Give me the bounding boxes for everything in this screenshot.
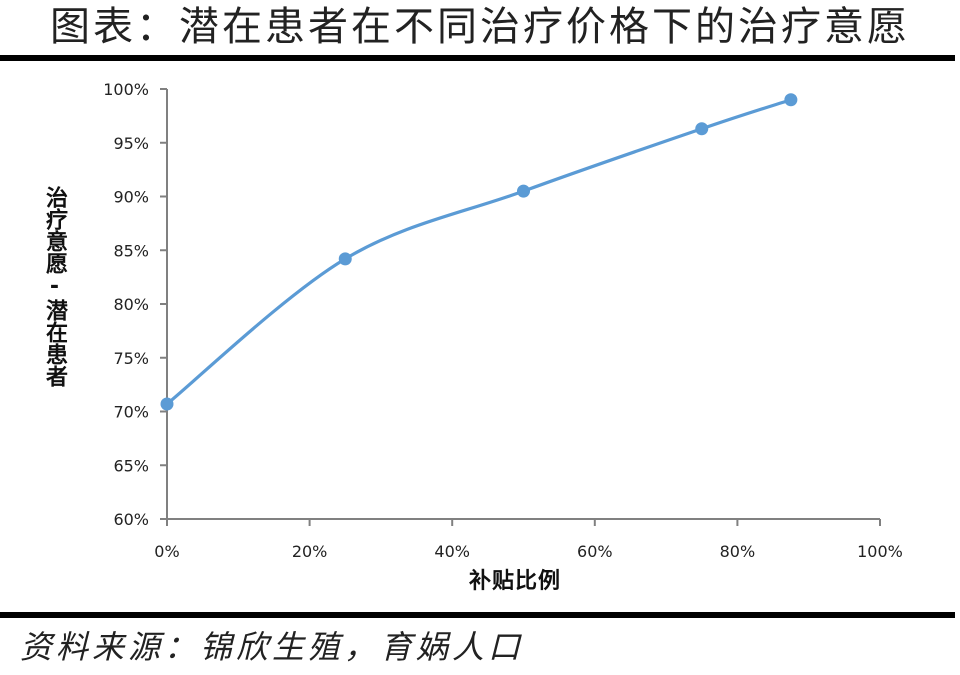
bottom-rule — [0, 612, 955, 618]
y-tick-label: 75% — [113, 349, 149, 368]
data-point-marker — [784, 93, 798, 107]
y-tick-label: 95% — [113, 134, 149, 153]
y-axis-title: 治疗意愿-潜在患者 — [42, 186, 67, 387]
x-tick-label: 80% — [720, 542, 756, 561]
x-axis-title: 补贴比例 — [468, 569, 561, 594]
series-markers — [160, 93, 798, 411]
y-tick-label: 90% — [113, 188, 149, 207]
chart-title: 图表：潜在患者在不同治疗价格下的治疗意愿 — [50, 4, 910, 50]
y-tick-label: 70% — [113, 403, 149, 422]
x-axis: 0% 20% 40% 60% 80% 100% — [154, 518, 903, 561]
x-tick-label: 60% — [577, 542, 613, 561]
data-point-marker — [160, 397, 174, 411]
data-point-marker — [695, 122, 709, 136]
top-rule — [0, 55, 955, 61]
y-tick-label: 100% — [103, 80, 149, 99]
y-tick-label: 60% — [113, 510, 149, 529]
y-tick-label: 65% — [113, 456, 149, 475]
x-tick-label: 100% — [857, 542, 903, 561]
y-tick-label: 85% — [113, 241, 149, 260]
x-tick-label: 40% — [434, 542, 470, 561]
source-note: 资料来源：锦欣生殖，育娲人口 — [20, 628, 525, 666]
data-point-marker — [517, 184, 530, 198]
data-point-marker — [338, 252, 352, 266]
series-line — [165, 98, 793, 406]
x-tick-label: 0% — [154, 542, 179, 561]
y-axis: 60% 65% 70% 75% 80% 85% 90% 95% 100% — [103, 80, 168, 529]
x-tick-label: 20% — [292, 542, 328, 561]
y-tick-label: 80% — [113, 295, 149, 314]
